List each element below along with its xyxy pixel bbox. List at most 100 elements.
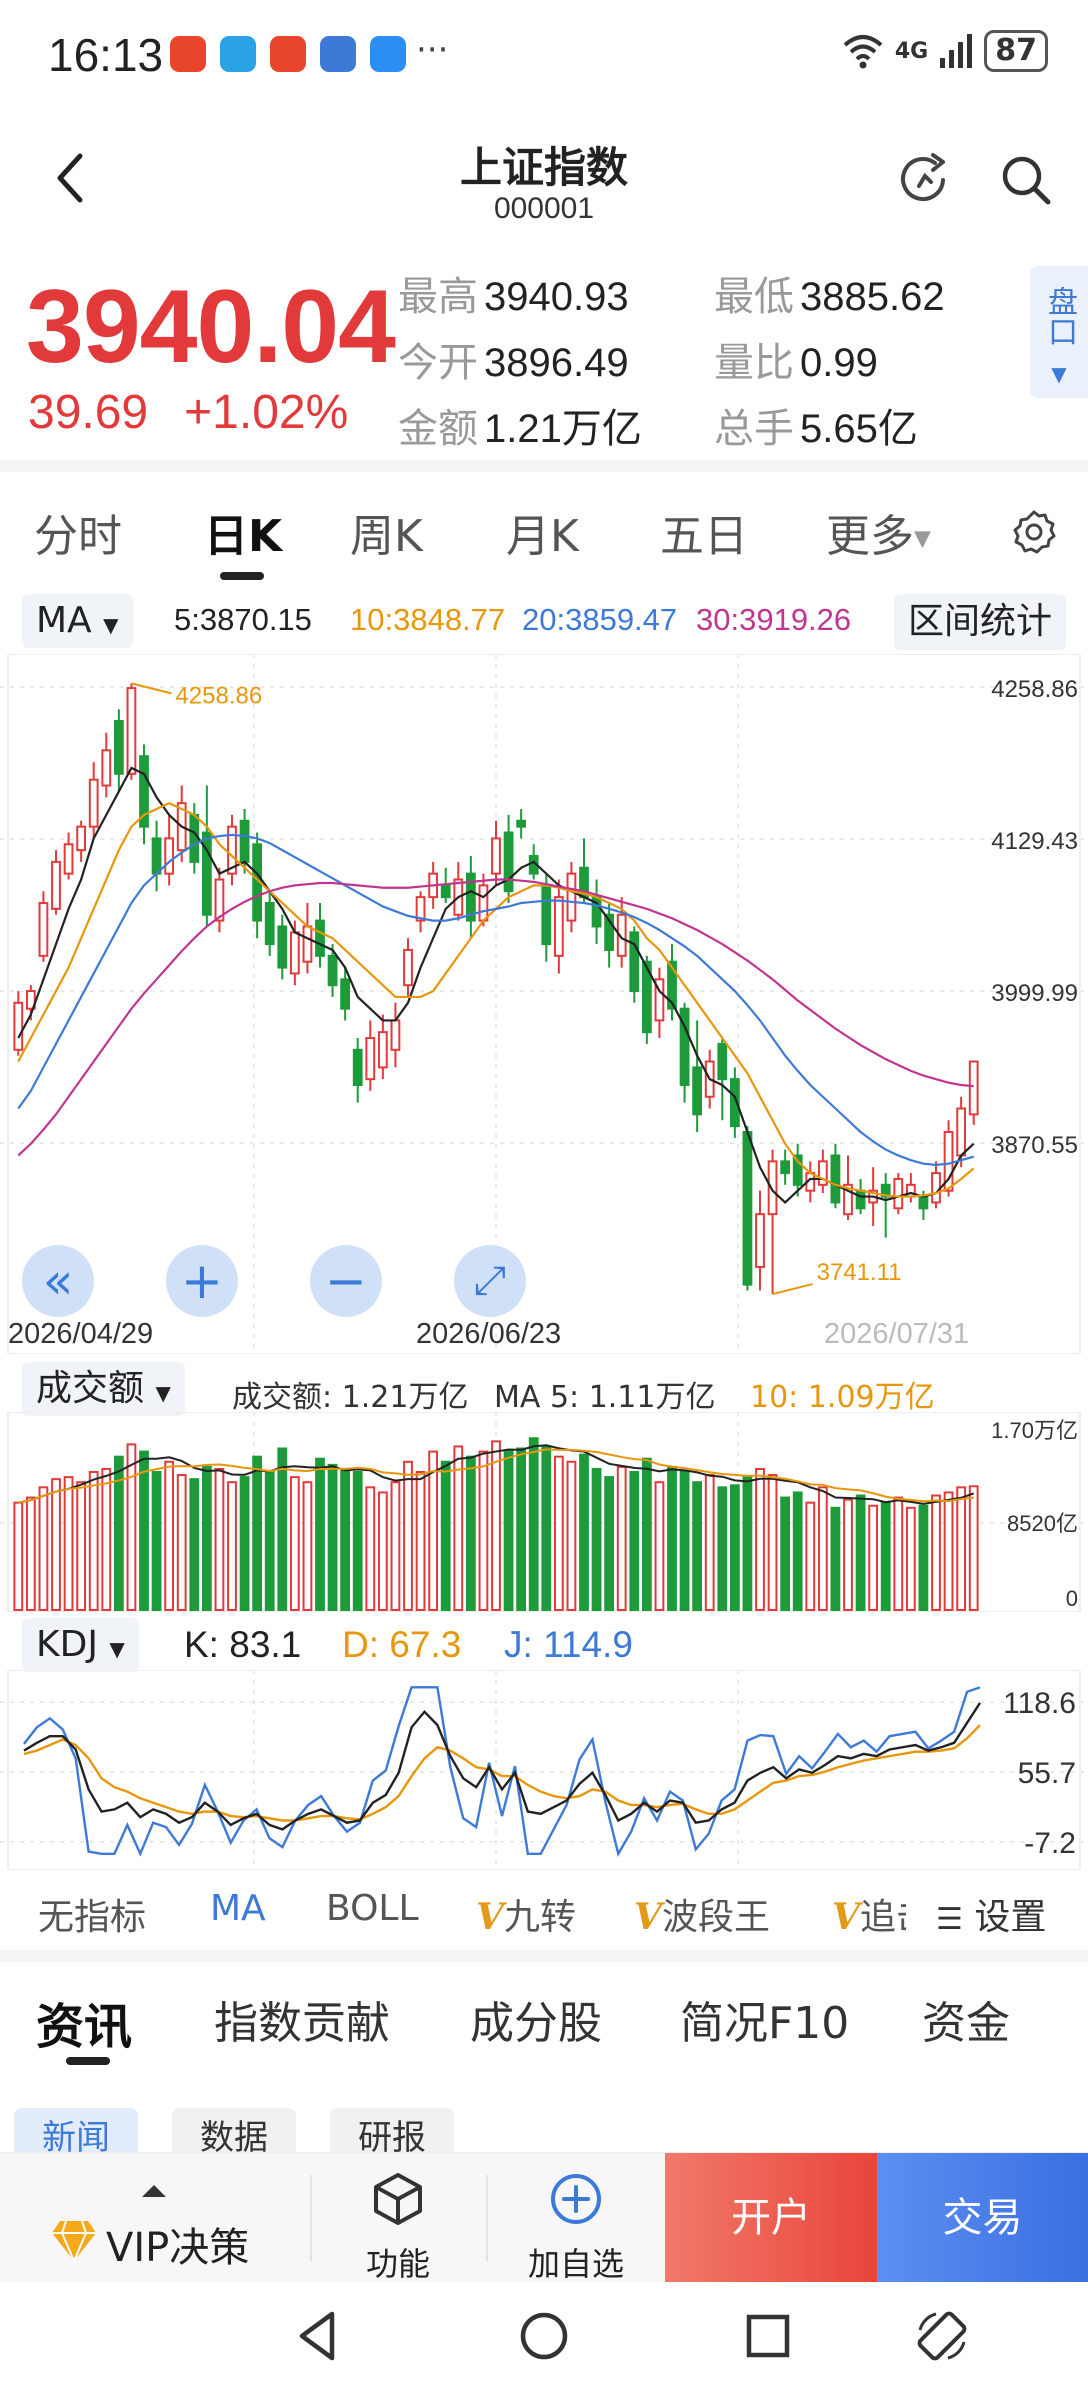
tab-capital[interactable]: 资金: [922, 1998, 1010, 2049]
candle-body: [340, 978, 351, 1010]
indicator-tab-none[interactable]: 无指标: [38, 1897, 147, 1938]
min-pointer: [772, 1283, 813, 1296]
candle-body: [403, 948, 413, 987]
caret-down-icon: ▼: [914, 526, 931, 552]
stat-total-label: 总手: [714, 407, 794, 451]
scroll-left-button[interactable]: «: [22, 1245, 94, 1317]
recents-square-icon[interactable]: [738, 2306, 798, 2366]
stat-open-value: 3896.49: [484, 341, 629, 385]
tab-five-day[interactable]: 五日: [660, 511, 748, 562]
settings-list-icon: ☰: [936, 1902, 963, 1937]
tab-weekly-k[interactable]: 周K: [350, 511, 423, 562]
music-app-icon: [270, 36, 306, 72]
date-label-mid: 2026/06/23: [416, 1318, 562, 1350]
home-circle-icon[interactable]: [514, 2306, 574, 2366]
y-tick-label: 4129.43: [991, 828, 1078, 855]
volume-bar: [176, 1474, 187, 1611]
candle-body: [566, 872, 577, 922]
candlestick-chart[interactable]: 4258.86 4129.43 3999.99 3870.55 4258.86 3741.…: [0, 654, 1088, 1354]
trade-button[interactable]: 交易: [877, 2153, 1088, 2283]
tab-more-label: 更多: [826, 511, 914, 562]
indicator-tab-nine-turn-label: 九转: [503, 1897, 576, 1938]
zoom-out-button[interactable]: −: [310, 1245, 382, 1317]
candle-body: [956, 1107, 967, 1157]
volume-bar: [729, 1484, 740, 1611]
indicator-tab-boll[interactable]: BOLL: [326, 1888, 419, 1929]
refresh-icon[interactable]: [895, 150, 955, 210]
stat-high-label: 最高: [398, 275, 478, 319]
change-amount: 39.69: [28, 386, 149, 439]
candle-body: [767, 1160, 778, 1216]
tab-news[interactable]: 资讯: [36, 1999, 133, 2055]
volume-ma5: MA 5: 1.11万亿: [494, 1372, 715, 1416]
tab-monthly-k[interactable]: 月K: [506, 511, 579, 562]
tab-intraday[interactable]: 分时: [34, 511, 122, 562]
kdj-select[interactable]: KDJ ▼: [22, 1618, 139, 1672]
volume-bar: [742, 1476, 753, 1611]
stat-amount-label: 金额: [398, 407, 478, 451]
candle-body: [843, 1183, 853, 1216]
back-triangle-icon[interactable]: [288, 2306, 348, 2366]
fullscreen-icon[interactable]: ⤢: [454, 1245, 526, 1317]
candle-body: [239, 819, 250, 863]
indicator-tab-nine-turn[interactable]: V九转: [476, 1888, 576, 1940]
back-icon[interactable]: [50, 150, 90, 206]
ma5-value: 5:3870.15: [174, 602, 312, 637]
volume-bar: [478, 1450, 489, 1611]
candle-body: [742, 1130, 753, 1286]
function-button-label[interactable]: 功能: [365, 2245, 430, 2283]
stat-total: 总手 5.65亿: [714, 396, 918, 454]
ma20-value: 20:3859.47: [522, 602, 678, 637]
candle-body: [478, 884, 489, 922]
tab-constituents[interactable]: 成分股: [470, 1998, 602, 2049]
tab-profile-f10[interactable]: 简况F10: [680, 1998, 850, 2049]
indicator-settings-button[interactable]: ☰ 设置: [930, 1888, 1047, 1940]
tab-more[interactable]: 更多▼: [826, 500, 931, 564]
ma-select[interactable]: MA ▼: [22, 594, 133, 648]
volume-ma5-line: [18, 1444, 975, 1505]
volume-bar: [365, 1486, 376, 1611]
volume-bar: [151, 1471, 162, 1611]
indicator-tab-chase[interactable]: V追击: [832, 1888, 906, 1940]
search-icon[interactable]: [998, 152, 1054, 208]
add-circle-icon[interactable]: [548, 2171, 604, 2227]
kdj-j-label: J:: [504, 1624, 533, 1665]
status-overflow-dots: ···: [416, 30, 449, 70]
volume-bar: [227, 1481, 237, 1611]
candle-body: [943, 1130, 954, 1192]
rotate-screen-icon[interactable]: [912, 2306, 972, 2366]
status-bar: 16:13 ··· 4G 87: [0, 0, 1088, 110]
volume-bar: [516, 1447, 527, 1611]
vip-decision-button[interactable]: VIP决策: [106, 2225, 250, 2271]
range-stats-button[interactable]: 区间统计: [894, 594, 1067, 650]
stat-vol-ratio-value: 0.99: [800, 341, 878, 385]
add-watchlist-button-label[interactable]: 加自选: [527, 2245, 624, 2283]
open-account-button[interactable]: 开户: [665, 2153, 877, 2283]
volume-bar: [855, 1494, 866, 1611]
tab-daily-k[interactable]: 日K: [204, 511, 283, 562]
page-title: 上证指数: [459, 143, 628, 192]
expand-up-icon[interactable]: [140, 2183, 168, 2199]
tab-index-contribution[interactable]: 指数贡献: [214, 1998, 390, 2049]
volume-select[interactable]: 成交额 ▼: [22, 1362, 185, 1416]
kdj-k-label: K:: [184, 1624, 219, 1665]
order-book-tab[interactable]: 盘口 ▼: [1030, 266, 1088, 398]
volume-chart[interactable]: 1.70万亿 8520亿 0: [0, 1412, 1088, 1612]
zoom-in-button[interactable]: +: [166, 1245, 238, 1317]
volume-bar: [403, 1460, 413, 1612]
order-book-label: 盘口: [1042, 286, 1077, 346]
volume-bar: [566, 1460, 577, 1612]
indicator-tab-chase-label: 追击: [859, 1897, 906, 1938]
stat-total-value: 5.65亿: [800, 407, 918, 451]
itunes-app-icon: [320, 36, 356, 72]
current-price: 3940.04: [26, 269, 396, 385]
vip-v-icon: V: [634, 1896, 662, 1938]
gear-icon[interactable]: [1010, 508, 1058, 556]
kdj-chart[interactable]: 118.6 55.7 -7.2: [0, 1670, 1088, 1870]
volume-bar: [503, 1450, 514, 1611]
cube-icon[interactable]: [370, 2171, 426, 2227]
volume-bar: [88, 1471, 99, 1611]
indicator-tab-wave-king[interactable]: V波段王: [634, 1888, 770, 1940]
indicator-tab-ma[interactable]: MA: [210, 1888, 266, 1929]
volume-bar: [553, 1455, 564, 1611]
